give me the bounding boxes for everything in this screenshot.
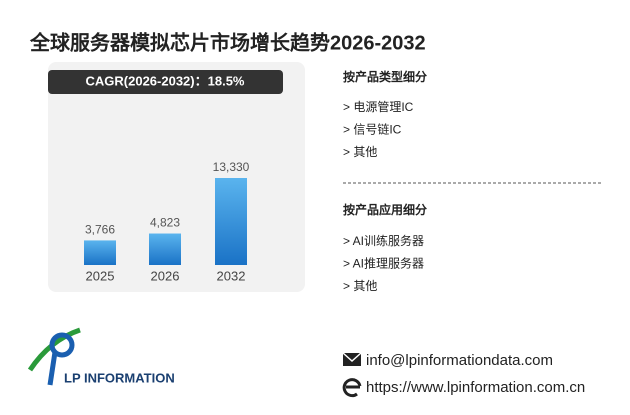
chart-title: 全球服务器模拟芯片市场增长趋势2026-2032 — [29, 30, 426, 54]
bar-group: 3,766 2025 4,823 2026 13,330 2032 — [84, 160, 250, 283]
list-item: > AI推理服务器 — [343, 256, 424, 271]
x-tick-label: 2026 — [151, 268, 180, 283]
cagr-banner — [48, 70, 283, 94]
logo-text: LP INFORMATION — [64, 370, 175, 385]
list-item: > 信号链IC — [343, 122, 402, 137]
list: > 电源管理IC > 信号链IC > 其他 — [343, 99, 414, 159]
value-label: 13,330 — [213, 160, 250, 174]
list-item: > 其他 — [343, 279, 377, 293]
bar — [215, 178, 247, 265]
x-tick-label: 2025 — [86, 268, 115, 283]
bar — [84, 240, 116, 265]
website: https://www.lpinformation.com.cn — [366, 379, 585, 396]
bar — [149, 233, 181, 265]
logo-mark — [27, 327, 81, 386]
list-item: > 其他 — [343, 145, 377, 159]
web-icon — [342, 378, 362, 398]
list-item: > 电源管理IC — [343, 99, 414, 114]
list-item: > AI训练服务器 — [343, 233, 424, 248]
email-icon — [342, 352, 362, 366]
cagr-label: CAGR(2026-2032)：18.5% — [86, 73, 245, 88]
x-tick-label: 2032 — [217, 268, 246, 283]
section-heading: 按产品应用细分 — [343, 202, 427, 217]
value-label: 3,766 — [85, 223, 115, 237]
email: info@lpinformationdata.com — [366, 352, 553, 369]
section-heading: 按产品类型细分 — [343, 69, 427, 84]
list: > AI训练服务器 > AI推理服务器 > 其他 — [343, 233, 424, 293]
value-label: 4,823 — [150, 216, 180, 230]
